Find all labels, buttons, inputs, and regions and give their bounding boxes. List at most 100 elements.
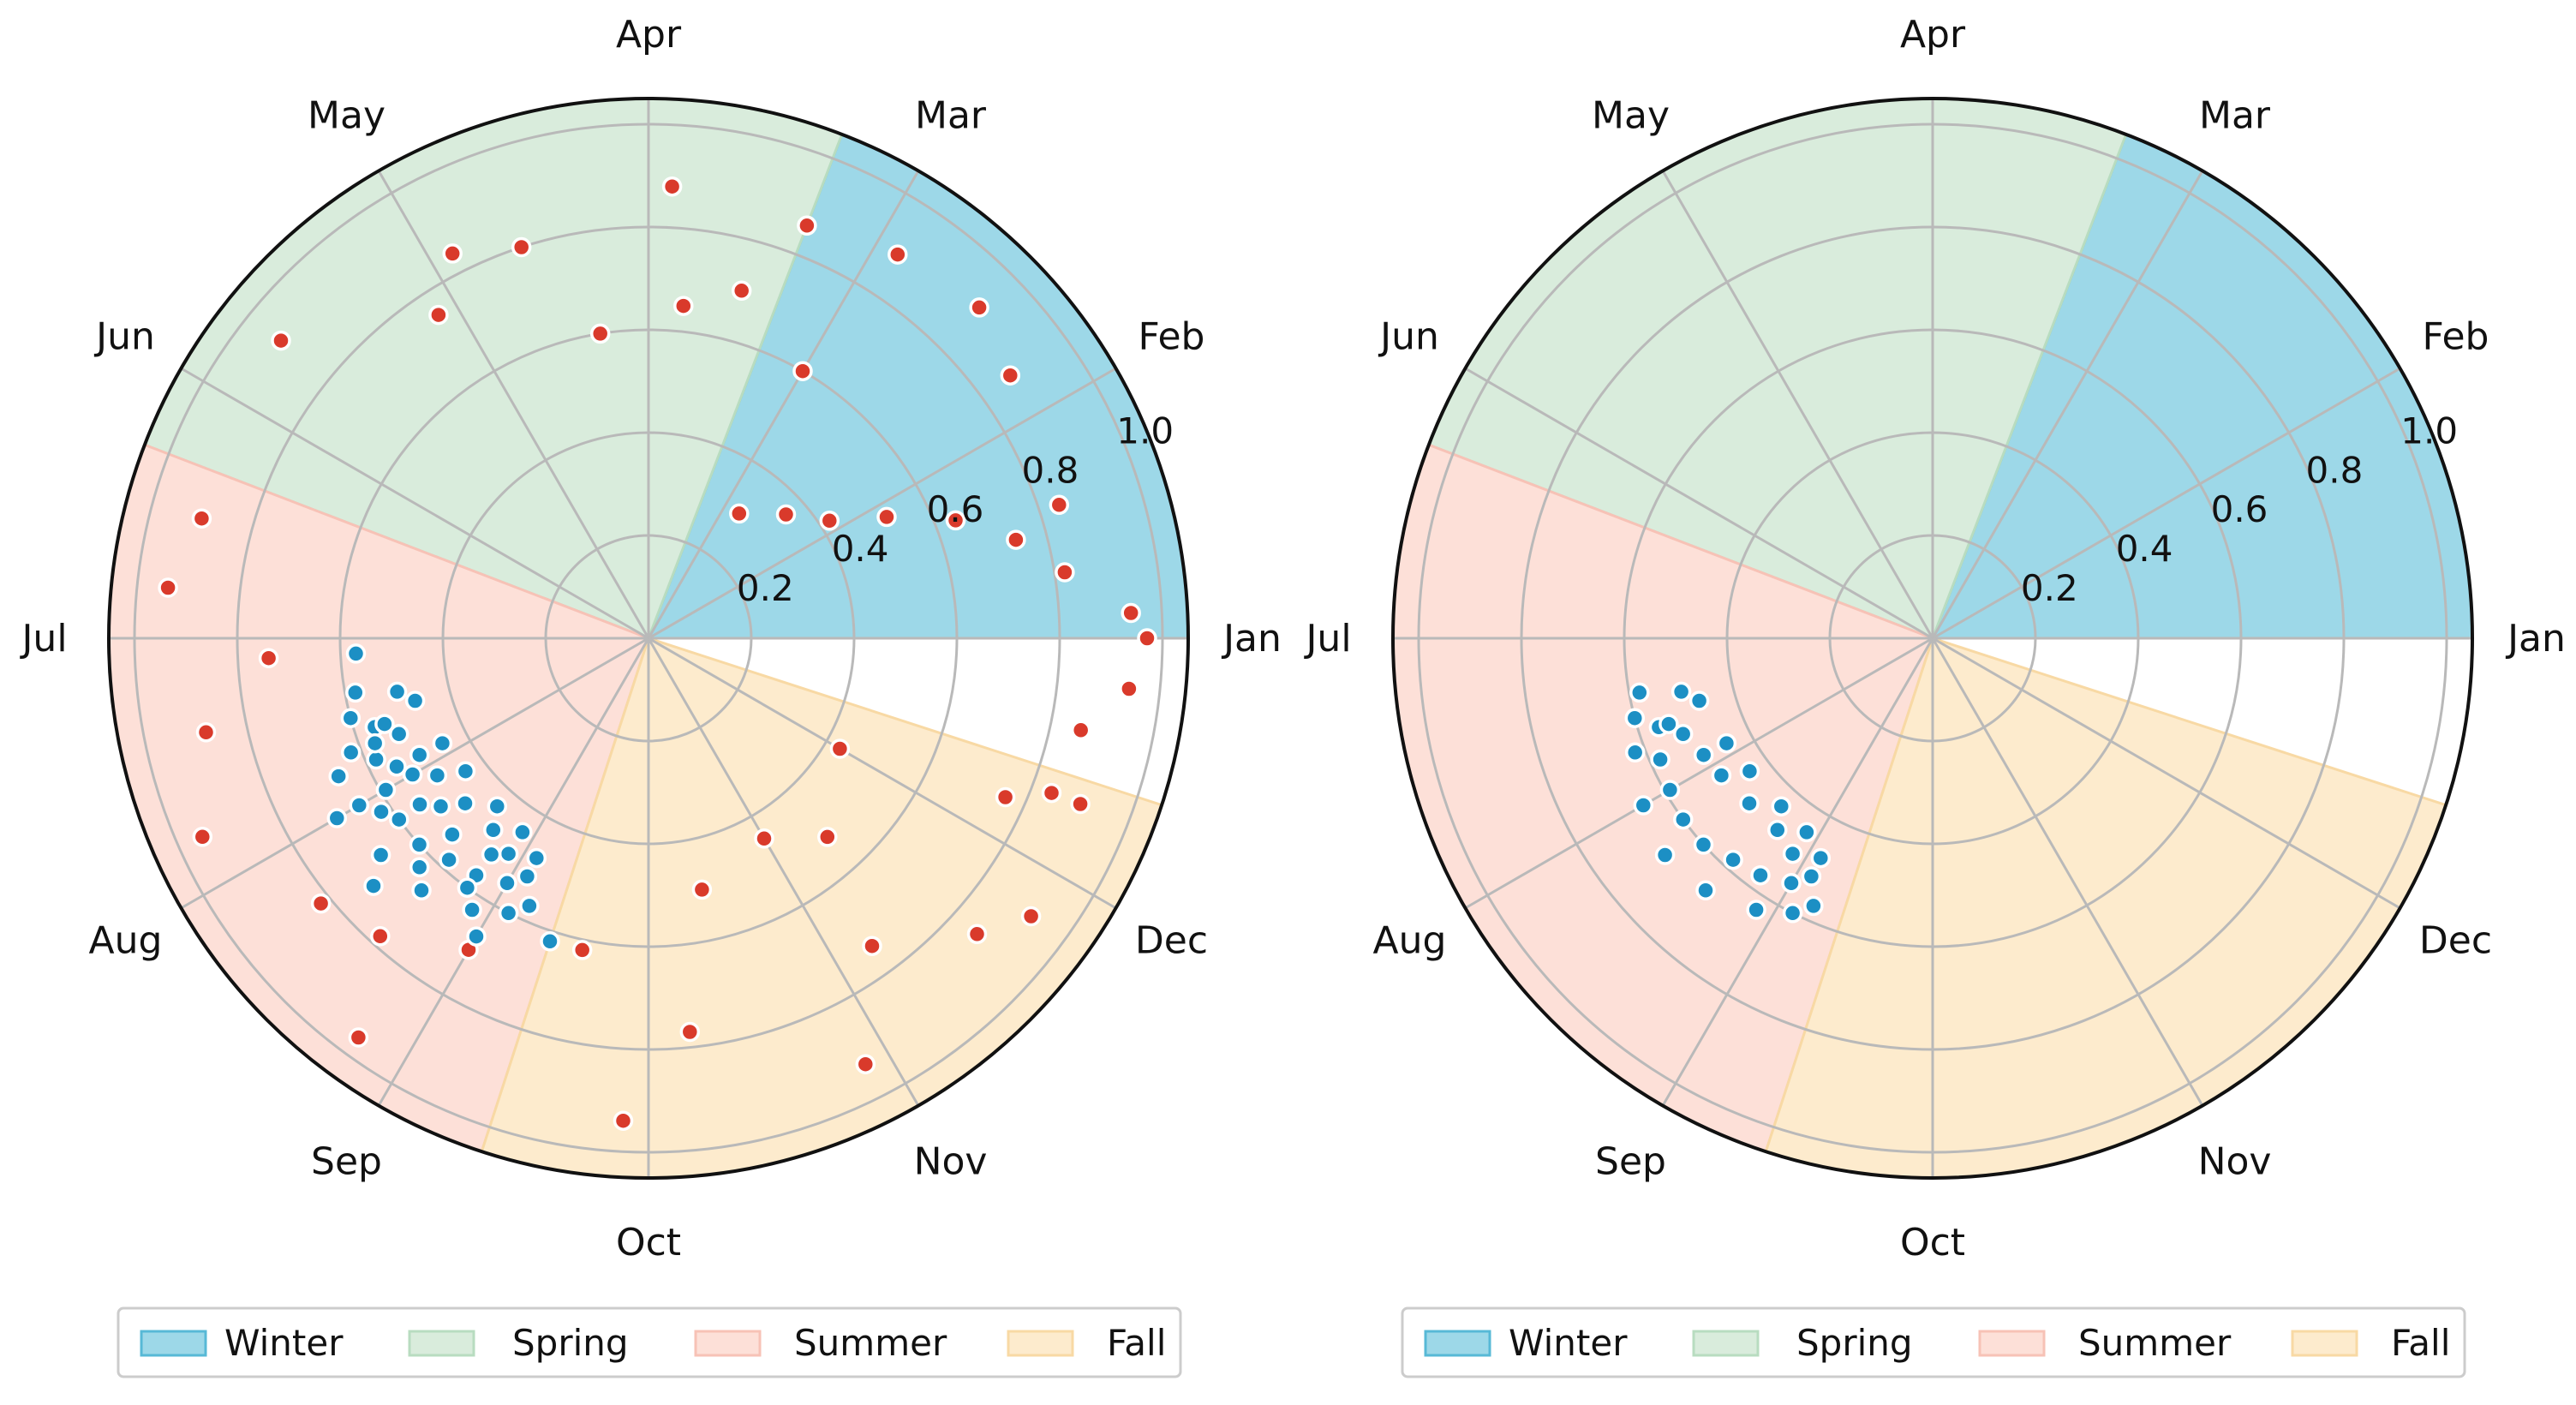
data-point xyxy=(1723,849,1743,870)
data-point xyxy=(1671,681,1692,702)
legend-entry-winter: Winter xyxy=(1424,1322,1628,1364)
legend-label-winter: Winter xyxy=(224,1322,344,1364)
data-point xyxy=(512,822,533,843)
data-point xyxy=(855,1054,876,1074)
radial-tick-label: 1.0 xyxy=(2400,410,2458,451)
month-label-may: May xyxy=(1592,94,1670,138)
data-point xyxy=(481,844,502,865)
polar-chart-right: Jan Feb Mar Apr May Jun Jul Aug Sep Oct Nov Dec 0.2… xyxy=(1303,13,2565,1264)
data-points xyxy=(158,176,1157,1131)
month-label-dec: Dec xyxy=(2419,919,2492,963)
data-point xyxy=(754,828,774,849)
data-point xyxy=(345,682,366,703)
data-point xyxy=(409,794,430,815)
data-point xyxy=(673,296,694,316)
season-wedges xyxy=(1391,97,2474,1180)
data-point xyxy=(1716,732,1737,754)
data-point xyxy=(363,876,384,896)
month-label-feb: Feb xyxy=(1139,315,1205,359)
data-point xyxy=(258,648,279,668)
radial-tick-label: 0.6 xyxy=(2211,488,2268,530)
grid-spoke-dec xyxy=(648,637,1117,910)
data-point xyxy=(1070,793,1091,815)
data-point xyxy=(995,786,1016,808)
data-point xyxy=(1659,780,1681,800)
grid-spoke-may xyxy=(377,170,650,639)
data-point xyxy=(1782,843,1803,864)
legend-swatch-winter xyxy=(140,1330,207,1357)
radial-tick-label: 0.4 xyxy=(2116,528,2173,570)
data-point xyxy=(1055,562,1075,583)
radial-tick-label: 0.4 xyxy=(832,528,889,570)
data-point xyxy=(497,873,517,894)
data-point xyxy=(310,893,332,914)
grid-spoke-jun xyxy=(1464,367,1933,640)
legend-swatch-spring xyxy=(408,1330,475,1357)
data-point xyxy=(1629,682,1650,703)
data-point xyxy=(1771,796,1792,816)
data-point xyxy=(158,577,178,598)
data-point xyxy=(427,765,448,786)
month-label-jun: Jun xyxy=(1378,315,1439,359)
data-point xyxy=(526,847,547,869)
month-label-jan: Jan xyxy=(2505,617,2566,661)
legend-left: Winter Spring Summer Fall xyxy=(117,1306,1182,1378)
data-point xyxy=(1781,873,1802,894)
radial-tick-labels: 0.2 0.4 0.6 0.8 1.0 xyxy=(2021,410,2458,609)
data-point xyxy=(888,244,908,265)
legend-swatch-spring xyxy=(1692,1330,1760,1357)
data-point xyxy=(540,931,560,952)
data-point xyxy=(1049,494,1070,516)
data-point xyxy=(455,761,476,781)
legend-entry-spring: Spring xyxy=(408,1322,629,1364)
radial-tick-label: 0.2 xyxy=(737,567,794,609)
legend-swatch-winter xyxy=(1424,1330,1491,1357)
data-point xyxy=(797,215,817,236)
data-point xyxy=(386,681,408,702)
radial-tick-label: 0.2 xyxy=(2021,567,2078,609)
month-labels: Jan Feb Mar Apr May Jun Jul Aug Sep Oct Nov Dec xyxy=(19,13,1281,1264)
grid-spoke-mar xyxy=(647,170,920,639)
polar-chart-left: Jan Feb Mar Apr May Jun Jul Aug Sep Oct Nov Dec 0.2… xyxy=(19,13,1281,1264)
month-label-jul: Jul xyxy=(19,617,67,661)
data-point xyxy=(1695,880,1716,901)
grid-spoke-sep xyxy=(377,637,650,1107)
data-point xyxy=(731,280,752,302)
grid-spoke-feb xyxy=(1932,367,2401,640)
month-label-nov: Nov xyxy=(2198,1140,2272,1184)
legend-label-fall: Fall xyxy=(2391,1322,2450,1364)
legend-entry-fall: Fall xyxy=(2291,1322,2450,1364)
data-point xyxy=(366,749,386,770)
data-point xyxy=(1796,822,1817,843)
legend-swatch-fall xyxy=(1007,1330,1074,1357)
grid-spoke-nov xyxy=(1931,637,2204,1107)
data-point xyxy=(876,506,897,528)
data-point xyxy=(1137,628,1157,649)
data-point xyxy=(969,297,989,318)
data-point xyxy=(691,879,713,900)
month-label-apr: Apr xyxy=(616,13,682,57)
data-point xyxy=(349,795,370,816)
month-label-jul: Jul xyxy=(1303,617,1351,661)
month-label-nov: Nov xyxy=(914,1140,988,1184)
grid-spoke-mar xyxy=(1931,170,2204,639)
grid-spoke-jun xyxy=(180,367,649,640)
data-point xyxy=(430,796,451,817)
data-point xyxy=(1688,691,1710,711)
data-point xyxy=(328,766,349,786)
data-point xyxy=(402,764,423,785)
data-point xyxy=(1767,820,1788,840)
data-point xyxy=(1810,847,1832,869)
data-point xyxy=(1633,795,1654,816)
grid-spokes xyxy=(1393,99,2472,1178)
data-point xyxy=(411,880,432,901)
data-point xyxy=(462,900,482,920)
legend-entry-winter: Winter xyxy=(140,1322,344,1364)
data-point xyxy=(389,809,409,830)
data-point xyxy=(439,849,459,870)
grid-spoke-nov xyxy=(647,637,920,1107)
data-point xyxy=(817,827,838,847)
radial-tick-labels: 0.2 0.4 0.6 0.8 1.0 xyxy=(737,410,1174,609)
month-label-sep: Sep xyxy=(1595,1140,1666,1184)
data-point xyxy=(364,732,386,754)
